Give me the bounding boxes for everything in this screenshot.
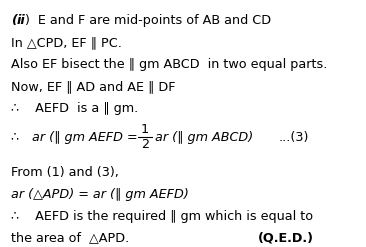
Text: (: ( [11, 14, 17, 27]
Text: ii: ii [16, 14, 25, 27]
Text: ∴    AEFD is the required ∥ gm which is equal to: ∴ AEFD is the required ∥ gm which is equ… [11, 209, 313, 223]
Text: ar (△APD) = ar (∥ gm AEFD): ar (△APD) = ar (∥ gm AEFD) [11, 188, 189, 201]
Text: ∴    AEFD  is a ∥ gm.: ∴ AEFD is a ∥ gm. [11, 102, 138, 115]
Text: ∴: ∴ [11, 131, 27, 144]
Text: 2: 2 [141, 139, 149, 151]
Text: ar (∥ gm ABCD): ar (∥ gm ABCD) [155, 131, 253, 144]
Text: From (1) and (3),: From (1) and (3), [11, 166, 119, 179]
Text: ...(3): ...(3) [278, 131, 309, 144]
Text: Also EF bisect the ∥ gm ABCD  in two equal parts.: Also EF bisect the ∥ gm ABCD in two equa… [11, 58, 328, 71]
Text: Now, EF ∥ AD and AE ∥ DF: Now, EF ∥ AD and AE ∥ DF [11, 80, 176, 93]
Text: (Q.E.D.): (Q.E.D.) [258, 231, 314, 245]
Text: the area of  △APD.: the area of △APD. [11, 231, 129, 245]
Text: In △CPD, EF ∥ PC.: In △CPD, EF ∥ PC. [11, 36, 122, 49]
Text: )  E and F are mid-points of AB and CD: ) E and F are mid-points of AB and CD [25, 14, 271, 27]
Text: 1: 1 [141, 123, 149, 136]
Text: ar (∥ gm AEFD =: ar (∥ gm AEFD = [32, 131, 138, 144]
